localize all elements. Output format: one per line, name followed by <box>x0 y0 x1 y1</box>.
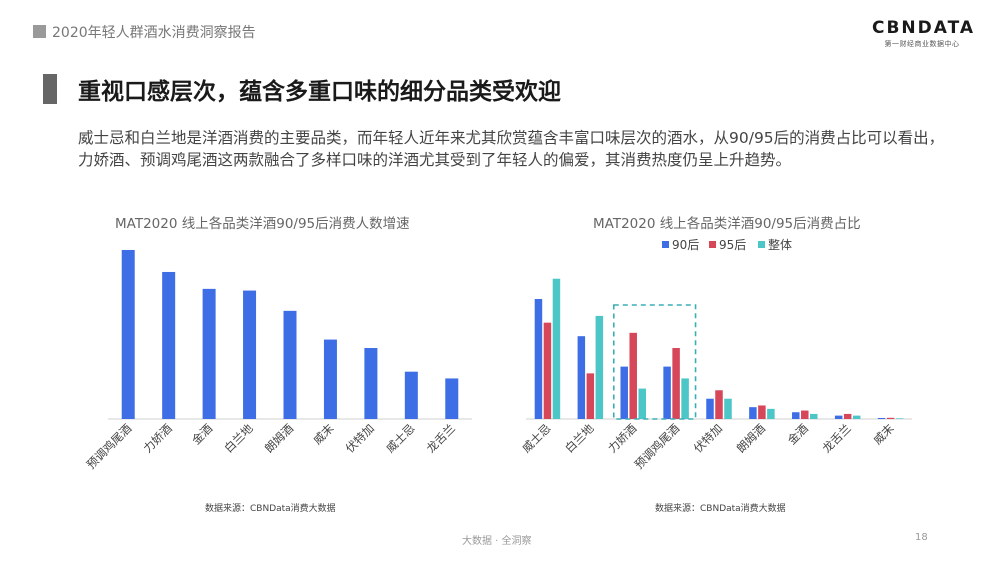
chart2-bar <box>886 417 895 419</box>
chart1-bar <box>283 310 297 419</box>
chart2-bar <box>638 388 646 419</box>
chart2-bar <box>792 412 800 419</box>
chart2-bar <box>534 299 543 419</box>
chart1-tick-label: 龙舌兰 <box>424 421 458 455</box>
chart2-bar <box>810 413 818 419</box>
chart1-bar <box>323 339 337 419</box>
chart2-bar <box>552 278 561 419</box>
legend-swatch <box>662 241 669 248</box>
logo-subtext: 第一财经商业数据中心 <box>884 40 960 48</box>
chart1-tick-label: 预调鸡尾酒 <box>84 421 135 472</box>
page-number: 18 <box>915 532 928 543</box>
chart1-bar <box>162 271 176 419</box>
chart1-bar <box>364 348 378 419</box>
chart1-bar <box>243 290 257 419</box>
header-square-icon <box>33 25 46 38</box>
chart2-bar <box>801 410 809 419</box>
chart2-tick-label: 朗姆酒 <box>734 421 768 455</box>
page-headline: 重视口感层次，蕴含多重口味的细分品类受欢迎 <box>78 79 561 105</box>
chart2-bar <box>681 378 689 419</box>
chart2-tick-label: 金酒 <box>785 421 811 447</box>
chart1-tick-label: 金酒 <box>189 421 215 447</box>
chart2-tick-label: 预调鸡尾酒 <box>632 421 683 472</box>
chart2-tick-label: 威末 <box>871 421 898 448</box>
legend-label: 95后 <box>719 238 746 252</box>
chart1-tick-label: 力娇酒 <box>140 421 174 455</box>
report-title: 2020年轻人群酒水消费洞察报告 <box>52 25 256 41</box>
chart2-bar <box>877 417 886 419</box>
chart2-tick-label: 威士忌 <box>519 421 553 455</box>
chart2-title: MAT2020 线上各品类洋酒90/95后消费占比 <box>593 216 861 232</box>
chart1-tick-label: 伏特加 <box>343 421 377 455</box>
chart2-bar <box>663 366 671 419</box>
chart1-bar <box>445 378 459 419</box>
chart2-bar <box>852 415 861 419</box>
legend-swatch <box>758 241 765 248</box>
legend-label: 整体 <box>768 237 792 252</box>
chart1-bar <box>121 250 135 419</box>
chart2-tick-label: 白兰地 <box>562 421 597 456</box>
headline-accent-bar <box>43 74 57 104</box>
chart2-tick-label: 力娇酒 <box>605 421 639 455</box>
chart2-bar <box>586 373 595 419</box>
cbndata-logo: CBNDATA 第一财经商业数据中心 <box>872 18 976 49</box>
chart1-tick-label: 威末 <box>310 421 337 448</box>
chart1-bar <box>202 288 216 419</box>
chart2-bar <box>749 407 757 419</box>
chart1-source: 数据来源：CBNData消费大数据 <box>205 504 336 514</box>
chart2-bar <box>758 405 766 419</box>
logo-text: CBNDATA <box>872 18 976 38</box>
footer-text: 大数据 · 全洞察 <box>462 536 532 547</box>
chart2-source: 数据来源：CBNData消费大数据 <box>655 504 786 514</box>
chart2-bar <box>724 398 732 419</box>
chart1-tick-label: 朗姆酒 <box>262 421 296 455</box>
chart2-bar <box>543 322 552 419</box>
chart2-bar <box>895 418 904 419</box>
chart2-bar <box>715 390 723 419</box>
chart2-bar <box>577 336 586 419</box>
chart2-bar <box>834 415 843 419</box>
legend-swatch <box>709 241 716 248</box>
chart2-bar <box>706 398 714 419</box>
chart2-tick-label: 伏特加 <box>691 421 725 455</box>
chart1-tick-label: 白兰地 <box>221 421 256 456</box>
chart1-title: MAT2020 线上各品类洋酒90/95后消费人数增速 <box>115 216 410 232</box>
chart2-bar <box>595 315 604 419</box>
chart1-bar <box>404 371 418 419</box>
chart2-tick-label: 龙舌兰 <box>819 421 853 455</box>
chart2-bar <box>672 348 680 419</box>
legend-label: 90后 <box>672 238 699 252</box>
chart2-bar <box>629 332 637 419</box>
highlight-box <box>612 304 697 420</box>
chart2-bar <box>843 413 852 419</box>
page-description: 威士忌和白兰地是洋酒消费的主要品类，而年轻人近年来尤其欣赏蕴含丰富口味层次的酒水… <box>78 129 945 169</box>
chart2-bar <box>620 366 628 419</box>
chart2-bar <box>767 408 775 419</box>
chart1-tick-label: 威士忌 <box>383 421 417 455</box>
